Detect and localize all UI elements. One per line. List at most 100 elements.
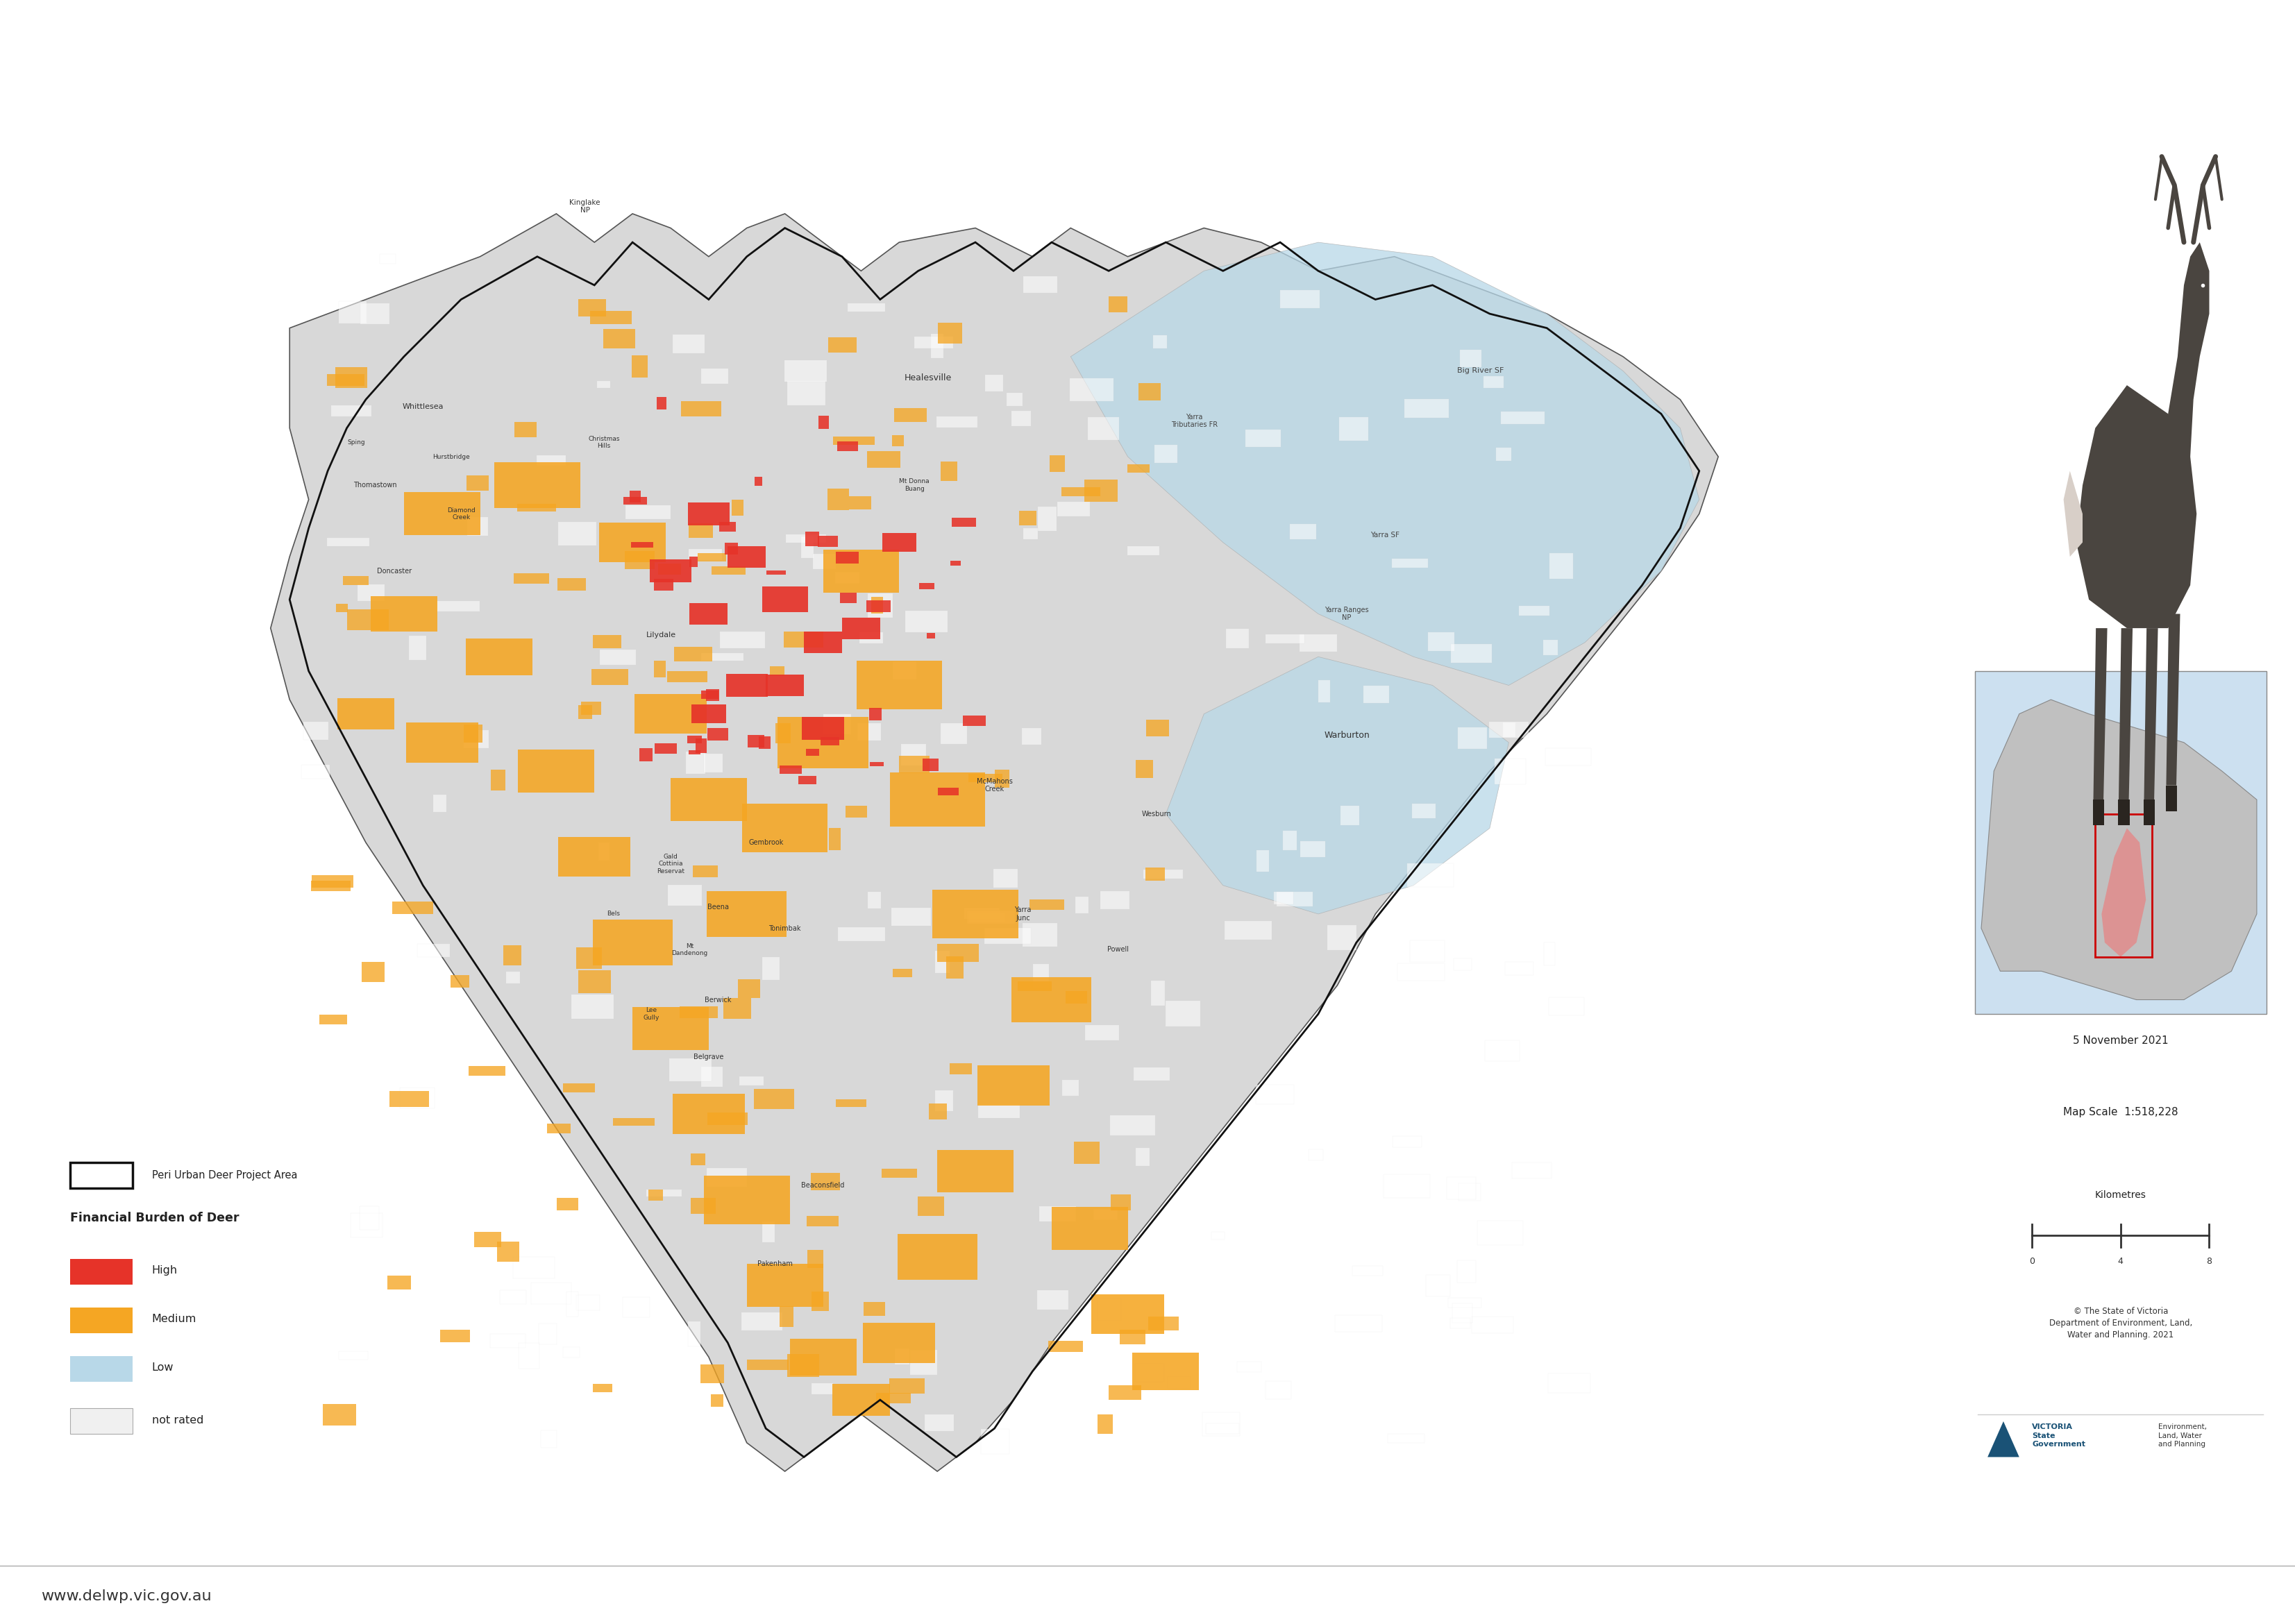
Bar bbox=[1024, 276, 1058, 292]
Bar bbox=[335, 367, 367, 388]
Bar bbox=[675, 646, 711, 661]
Polygon shape bbox=[2063, 471, 2082, 557]
Bar bbox=[1037, 1291, 1067, 1311]
Bar bbox=[1083, 479, 1118, 502]
Bar bbox=[1267, 635, 1304, 643]
Text: 5 November 2021: 5 November 2021 bbox=[2072, 1036, 2169, 1046]
Bar bbox=[966, 911, 1014, 924]
Bar bbox=[1446, 1177, 1476, 1199]
Bar bbox=[1427, 632, 1455, 651]
Polygon shape bbox=[2169, 242, 2210, 471]
FancyBboxPatch shape bbox=[778, 716, 870, 768]
Bar bbox=[434, 794, 445, 812]
Bar bbox=[1063, 1080, 1079, 1096]
Bar bbox=[964, 716, 987, 726]
Bar bbox=[1478, 1221, 1524, 1244]
Bar bbox=[1258, 851, 1269, 872]
Bar bbox=[1076, 896, 1088, 913]
Bar bbox=[464, 729, 489, 749]
Bar bbox=[900, 755, 929, 773]
Bar bbox=[721, 632, 764, 648]
Bar bbox=[1088, 417, 1118, 440]
Bar bbox=[558, 521, 597, 546]
Bar bbox=[1411, 804, 1437, 818]
Bar bbox=[739, 1077, 764, 1085]
Bar bbox=[1457, 728, 1487, 749]
Bar bbox=[1168, 1376, 1191, 1389]
Bar bbox=[700, 1364, 723, 1384]
FancyBboxPatch shape bbox=[519, 750, 594, 793]
Bar bbox=[491, 770, 505, 791]
Bar bbox=[1024, 924, 1058, 947]
Bar bbox=[519, 1343, 539, 1369]
Bar bbox=[1086, 1025, 1120, 1041]
Bar bbox=[780, 1306, 794, 1327]
Bar bbox=[1024, 528, 1037, 539]
FancyBboxPatch shape bbox=[833, 1384, 890, 1416]
FancyBboxPatch shape bbox=[1092, 1294, 1164, 1335]
Bar bbox=[312, 875, 353, 888]
Bar bbox=[707, 1168, 746, 1187]
Text: Berwick: Berwick bbox=[705, 996, 732, 1004]
Bar bbox=[1384, 1174, 1430, 1199]
Bar bbox=[868, 601, 890, 612]
Bar bbox=[812, 554, 835, 570]
Bar bbox=[1108, 296, 1127, 312]
Bar bbox=[1111, 1116, 1154, 1135]
Bar bbox=[801, 716, 845, 739]
Bar bbox=[785, 632, 824, 648]
Bar bbox=[819, 416, 828, 429]
Bar bbox=[711, 1395, 723, 1406]
Bar bbox=[301, 765, 330, 778]
Bar bbox=[562, 1083, 594, 1093]
Bar bbox=[1060, 487, 1099, 497]
Bar bbox=[941, 723, 966, 744]
Bar bbox=[739, 979, 760, 999]
Bar bbox=[918, 1197, 943, 1216]
Bar bbox=[360, 304, 390, 323]
FancyBboxPatch shape bbox=[705, 1176, 789, 1224]
Bar bbox=[893, 435, 904, 447]
Bar bbox=[1150, 981, 1164, 1005]
Bar bbox=[1237, 1361, 1262, 1372]
FancyBboxPatch shape bbox=[369, 596, 438, 632]
Polygon shape bbox=[1987, 1421, 2020, 1457]
Bar bbox=[1127, 546, 1159, 555]
Polygon shape bbox=[2093, 628, 2107, 799]
Bar bbox=[1166, 1000, 1200, 1026]
FancyBboxPatch shape bbox=[897, 1234, 978, 1280]
Text: Tonimbak: Tonimbak bbox=[769, 924, 801, 932]
Bar bbox=[409, 635, 427, 661]
Bar bbox=[980, 1429, 1010, 1455]
Bar bbox=[599, 843, 610, 861]
Bar bbox=[1008, 393, 1024, 406]
Bar bbox=[512, 1257, 555, 1278]
Bar bbox=[1092, 1208, 1118, 1220]
Bar bbox=[845, 806, 868, 818]
Bar bbox=[347, 609, 388, 630]
Bar bbox=[326, 538, 369, 546]
Bar bbox=[893, 908, 932, 926]
Bar bbox=[929, 333, 943, 359]
Bar bbox=[868, 892, 881, 908]
Bar bbox=[592, 635, 622, 648]
Bar bbox=[1338, 417, 1368, 440]
Bar bbox=[1276, 892, 1313, 906]
Bar bbox=[326, 374, 365, 387]
Bar bbox=[604, 330, 636, 349]
Bar bbox=[498, 1241, 519, 1262]
Bar bbox=[679, 1007, 718, 1018]
Bar bbox=[466, 516, 489, 536]
Text: Warburton: Warburton bbox=[1324, 731, 1370, 741]
Bar bbox=[464, 724, 482, 742]
Text: Yarra SF: Yarra SF bbox=[1370, 531, 1400, 539]
Bar bbox=[939, 323, 962, 344]
Text: Thomastown: Thomastown bbox=[353, 482, 397, 489]
Bar bbox=[902, 744, 927, 765]
Bar bbox=[835, 552, 858, 564]
Bar bbox=[1407, 864, 1453, 887]
Bar bbox=[950, 560, 962, 565]
Text: Yarra Ranges
NP: Yarra Ranges NP bbox=[1324, 606, 1368, 622]
Bar bbox=[491, 1333, 526, 1348]
Text: 8: 8 bbox=[2205, 1257, 2212, 1267]
